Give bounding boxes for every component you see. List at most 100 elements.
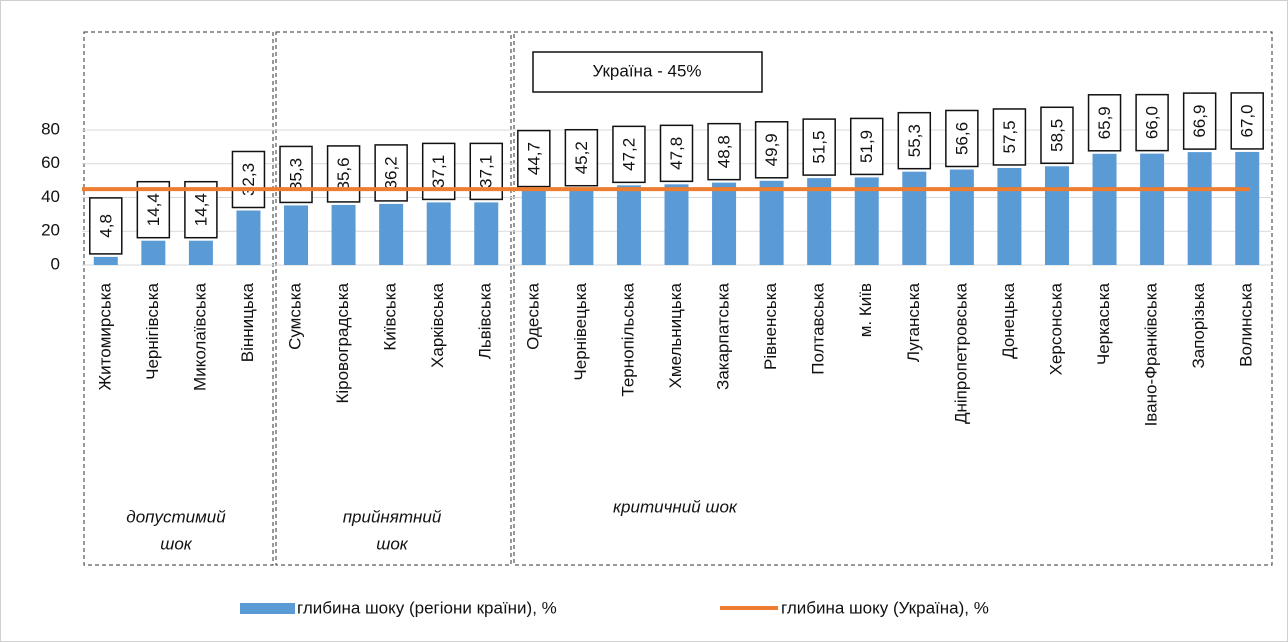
x-tick-label: Закарпатська <box>714 282 733 389</box>
value-label: 57,5 <box>1000 120 1019 153</box>
value-label-box <box>992 108 1027 166</box>
value-label-box <box>897 111 932 170</box>
bar <box>569 188 594 265</box>
value-label: 14,4 <box>144 193 163 226</box>
bar <box>521 189 546 265</box>
x-tick-label: Львівська <box>476 282 495 359</box>
value-label-box <box>1087 94 1122 152</box>
value-label: 37,1 <box>477 155 496 188</box>
x-tick-label: Тернопільська <box>618 282 637 396</box>
bar <box>759 180 784 265</box>
bar <box>236 210 261 265</box>
value-label-box <box>326 145 361 203</box>
x-tick-label: Донецька <box>999 282 1018 358</box>
bar <box>712 182 737 265</box>
value-label-box <box>945 109 979 168</box>
value-label: 32,3 <box>239 163 258 196</box>
group-label: допустимий <box>126 507 226 526</box>
value-label-box <box>231 150 266 209</box>
group-label: прийнятний <box>343 507 442 526</box>
x-tick-label: Полтавська <box>809 282 828 374</box>
x-tick-label: Чернівецька <box>571 282 590 380</box>
value-label-box <box>659 124 694 183</box>
value-label-box <box>564 128 599 187</box>
legend-label: глибина шоку (Україна), % <box>781 598 989 617</box>
group-label: шок <box>376 534 409 553</box>
bar <box>331 204 356 265</box>
value-label: 45,2 <box>572 141 591 174</box>
value-label: 4,8 <box>96 214 115 238</box>
value-label: 37,1 <box>429 155 448 188</box>
bar <box>188 240 213 265</box>
value-label: 35,3 <box>287 158 306 191</box>
bar <box>902 171 927 265</box>
x-tick-label: Черкаська <box>1094 282 1113 365</box>
value-label: 58,5 <box>1047 119 1066 152</box>
value-label-box <box>517 129 551 188</box>
x-tick-label: Миколаївська <box>190 282 209 390</box>
value-label-box <box>1040 106 1074 165</box>
bar <box>807 178 832 265</box>
group-box <box>513 31 1273 566</box>
bar <box>1235 151 1260 265</box>
x-tick-label: Дніпропетровська <box>951 282 970 424</box>
value-label: 36,2 <box>382 156 401 189</box>
value-label: 49,9 <box>762 133 781 166</box>
value-label: 66,0 <box>1143 106 1162 139</box>
value-label-box <box>279 145 313 204</box>
group-label: критичний шок <box>613 497 738 516</box>
y-tick-label: 20 <box>41 221 60 240</box>
value-label-box <box>374 144 408 202</box>
bar <box>949 169 974 265</box>
value-label: 14,4 <box>191 193 210 226</box>
bar <box>1044 166 1069 265</box>
y-tick-label: 80 <box>41 119 60 138</box>
value-label-box <box>1135 93 1169 152</box>
value-label-box <box>612 125 646 184</box>
x-tick-label: Чернігівська <box>143 282 162 379</box>
value-label: 47,8 <box>667 137 686 170</box>
bar <box>284 205 309 265</box>
bar <box>1140 153 1165 265</box>
value-label: 55,3 <box>905 124 924 157</box>
legend-label: глибина шоку (регіони країни), % <box>297 598 557 617</box>
bar <box>1092 153 1117 265</box>
x-tick-label: Запорізька <box>1189 282 1208 368</box>
annotation-box <box>532 51 763 93</box>
bar <box>854 177 879 265</box>
x-tick-label: Одеська <box>523 282 542 349</box>
bar <box>93 256 118 265</box>
value-label: 35,6 <box>334 157 353 190</box>
x-tick-label: Івано-Франківська <box>1142 282 1161 426</box>
x-tick-label: Херсонська <box>1046 282 1065 375</box>
bar <box>1187 152 1212 265</box>
x-tick-label: Вінницька <box>238 282 257 362</box>
value-label-box <box>1230 92 1264 150</box>
x-tick-label: Луганська <box>904 282 923 362</box>
y-tick-label: 40 <box>41 187 60 206</box>
value-label: 51,5 <box>810 131 829 164</box>
value-label-box <box>1182 92 1217 150</box>
value-label: 66,9 <box>1190 105 1209 138</box>
bar <box>474 202 499 265</box>
y-tick-label: 0 <box>51 254 60 273</box>
value-label: 47,2 <box>619 138 638 171</box>
bar <box>426 202 451 265</box>
x-tick-label: Кіровоградська <box>333 282 352 403</box>
group-box <box>83 31 274 566</box>
value-label-box <box>707 122 741 181</box>
value-label-box <box>802 118 836 176</box>
bar <box>616 185 641 265</box>
value-label: 67,0 <box>1238 104 1257 137</box>
x-tick-label: м. Київ <box>856 283 875 337</box>
bar <box>379 203 404 265</box>
value-label: 48,8 <box>715 135 734 168</box>
value-label-box <box>89 197 123 255</box>
annotation: Україна - 45% <box>592 61 701 80</box>
value-label: 65,9 <box>1095 106 1114 139</box>
bar <box>997 167 1022 265</box>
x-tick-label: Харківська <box>428 282 447 367</box>
x-tick-label: Хмельницька <box>666 282 685 388</box>
y-tick-label: 60 <box>41 153 60 172</box>
